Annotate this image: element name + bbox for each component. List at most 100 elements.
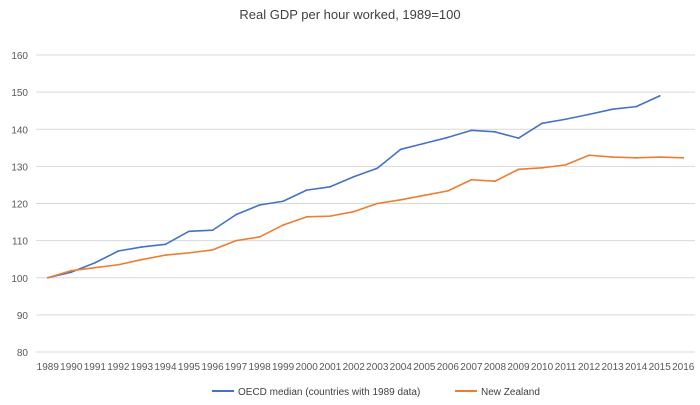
x-tick-label: 1999	[272, 362, 295, 373]
data-point	[611, 108, 614, 111]
x-tick-label: 1989	[37, 362, 60, 373]
y-tick-label: 90	[17, 311, 29, 322]
legend-label: OECD median (countries with 1989 data)	[238, 387, 420, 398]
x-tick-label: 2003	[366, 362, 389, 373]
x-tick-label: 2010	[531, 362, 554, 373]
data-point	[117, 250, 120, 252]
data-point	[141, 246, 143, 248]
grid	[36, 54, 695, 353]
data-point	[235, 239, 237, 242]
legend-item: New Zealand	[455, 387, 540, 398]
data-point	[446, 136, 449, 139]
data-point	[117, 263, 120, 266]
data-point	[423, 194, 426, 197]
data-point	[682, 156, 685, 159]
data-point	[211, 249, 214, 251]
data-point	[282, 200, 285, 203]
x-tick-label: 2013	[602, 362, 625, 373]
y-tick-label: 160	[11, 51, 28, 62]
x-tick-label: 2001	[319, 362, 342, 373]
x-tick-label: 1995	[178, 362, 201, 373]
x-tick-label: 2011	[555, 362, 577, 373]
series-line	[46, 95, 661, 279]
data-point	[46, 276, 49, 279]
data-point	[423, 142, 426, 145]
data-point	[141, 258, 143, 261]
series	[46, 94, 685, 279]
data-point	[635, 156, 638, 159]
data-point	[70, 269, 73, 272]
data-point	[70, 271, 73, 274]
data-point	[376, 167, 379, 170]
x-tick-label: 1997	[225, 362, 248, 373]
y-tick-label: 150	[11, 88, 28, 99]
x-tick-label: 2002	[343, 362, 366, 373]
data-point	[517, 137, 520, 140]
data-point	[329, 215, 332, 218]
data-point	[564, 118, 567, 121]
x-tick-label: 2015	[649, 362, 672, 373]
x-tick-label: 1991	[84, 362, 107, 373]
data-point	[235, 213, 237, 216]
x-tick-label: 2009	[507, 362, 530, 373]
data-point	[564, 163, 567, 166]
chart-title: Real GDP per hour worked, 1989=100	[239, 7, 460, 22]
data-point	[588, 113, 590, 116]
data-point	[258, 204, 261, 206]
legend-item: OECD median (countries with 1989 data)	[212, 387, 420, 398]
data-point	[658, 94, 661, 97]
data-point	[446, 189, 449, 192]
series-1	[46, 154, 685, 279]
x-tick-label: 1998	[248, 362, 271, 373]
legend: OECD median (countries with 1989 data) Ne…	[212, 387, 540, 398]
data-point	[376, 202, 379, 205]
x-tick-label: 1994	[154, 362, 177, 373]
data-point	[517, 168, 520, 171]
data-point	[470, 178, 473, 181]
y-tick-label: 140	[11, 125, 28, 136]
data-point	[494, 130, 496, 133]
legend-label: New Zealand	[481, 387, 540, 398]
data-point	[329, 185, 332, 188]
data-point	[282, 224, 285, 226]
x-tick-label: 2000	[296, 362, 319, 373]
x-tick-label: 2016	[672, 362, 695, 373]
data-point	[305, 215, 308, 218]
x-tick-label: 2005	[413, 362, 436, 373]
data-point	[258, 236, 261, 238]
x-tick-label: 2007	[460, 362, 483, 373]
x-tick-label: 1992	[107, 362, 130, 373]
x-tick-label: 2008	[484, 362, 507, 373]
x-tick-label: 1993	[131, 362, 154, 373]
y-tick-label: 100	[11, 274, 28, 285]
data-point	[352, 175, 355, 178]
y-tick-label: 110	[12, 237, 28, 248]
data-point	[305, 189, 308, 192]
x-tick-label: 2014	[625, 362, 648, 373]
data-point	[164, 254, 167, 257]
data-point	[611, 156, 614, 158]
x-tick-label: 2004	[390, 362, 413, 373]
data-point	[541, 122, 543, 125]
data-point	[588, 154, 590, 157]
x-tick-label: 1996	[201, 362, 224, 373]
data-point	[470, 129, 473, 132]
data-point	[399, 198, 402, 201]
data-point	[494, 180, 496, 183]
data-point	[93, 266, 96, 269]
x-tick-label: 2006	[437, 362, 460, 373]
data-point	[211, 229, 214, 232]
data-point	[635, 105, 638, 108]
data-point	[658, 156, 661, 158]
y-axis: 80 90 100 110 120 130 140 150 160	[11, 51, 28, 359]
series-0	[46, 94, 661, 279]
x-axis: 1989 1990 1991 1992 1993 1994 1995 1996 1997 1998…	[37, 362, 695, 373]
x-tick-label: 2012	[578, 362, 601, 373]
series-line	[46, 154, 685, 279]
data-point	[541, 166, 543, 169]
data-point	[352, 210, 355, 213]
y-tick-label: 120	[11, 200, 28, 211]
data-point	[188, 230, 190, 233]
